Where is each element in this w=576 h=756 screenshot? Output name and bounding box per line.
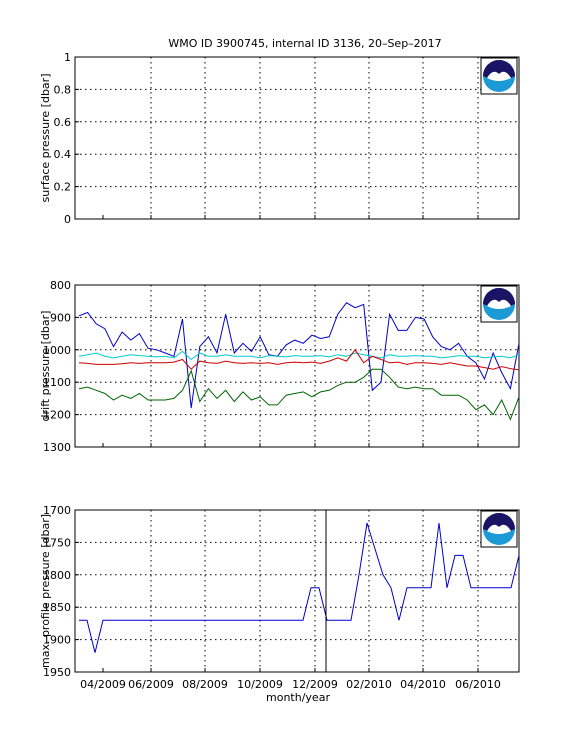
drift-pressure-panel: drift pressure [dbar] 800 900 1000 1100 1200… xyxy=(39,279,520,454)
x-tick-label: 02/2010 xyxy=(346,678,392,691)
y-axis-label: max. profile pressure [dbar] xyxy=(39,514,52,668)
y-tick-label: 0.2 xyxy=(54,181,72,194)
noaa-logo xyxy=(480,285,518,323)
y-tick-label: 1300 xyxy=(43,441,71,454)
y-tick-label: 1900 xyxy=(43,634,71,647)
y-axis-label: surface pressure [dbar] xyxy=(39,74,52,203)
y-tick-label: 800 xyxy=(50,279,71,292)
y-tick-label: 0.8 xyxy=(54,83,72,96)
plot-frame xyxy=(74,56,520,220)
y-tick-label: 0 xyxy=(64,213,71,226)
x-tick-label: 08/2009 xyxy=(182,678,228,691)
x-tick-label: 06/2009 xyxy=(128,678,174,691)
x-axis-label: month/year xyxy=(266,691,330,704)
max-profile-pressure-panel: max. profile pressure [dbar] 1700 1750 180… xyxy=(39,504,520,691)
surface-pressure-panel: surface pressure [dbar] 0 0.2 0.4 0.6 0.8 1 xyxy=(39,51,520,226)
y-tick-label: 1950 xyxy=(43,666,71,679)
y-tick-label: 1750 xyxy=(43,536,71,549)
y-tick-label: 1200 xyxy=(43,409,71,422)
y-tick-label: 1700 xyxy=(43,504,71,517)
plot-frame xyxy=(74,284,520,448)
y-tick-label: 1000 xyxy=(43,344,71,357)
series-line xyxy=(78,302,520,409)
figure-title: WMO ID 3900745, internal ID 3136, 20–Sep… xyxy=(168,37,441,50)
y-tick-label: 1850 xyxy=(43,601,71,614)
y-tick-label: 1100 xyxy=(43,376,71,389)
y-tick-label: 1 xyxy=(64,51,71,64)
x-tick-label: 04/2009 xyxy=(80,678,126,691)
y-tick-label: 900 xyxy=(50,311,71,324)
x-tick-label: 10/2009 xyxy=(237,678,283,691)
x-tick-label: 12/2009 xyxy=(292,678,338,691)
y-tick-label: 1800 xyxy=(43,569,71,582)
noaa-logo xyxy=(480,57,518,95)
plot-frame xyxy=(74,509,520,673)
x-tick-label: 04/2010 xyxy=(400,678,446,691)
series-line xyxy=(78,348,520,371)
series-line xyxy=(78,368,520,421)
y-axis-label: drift pressure [dbar] xyxy=(39,311,52,422)
y-tick-label: 0.6 xyxy=(54,116,72,129)
noaa-logo xyxy=(480,510,518,548)
series-line xyxy=(78,350,520,361)
x-tick-label: 06/2010 xyxy=(455,678,501,691)
series-line xyxy=(79,522,520,653)
y-tick-label: 0.4 xyxy=(54,148,72,161)
